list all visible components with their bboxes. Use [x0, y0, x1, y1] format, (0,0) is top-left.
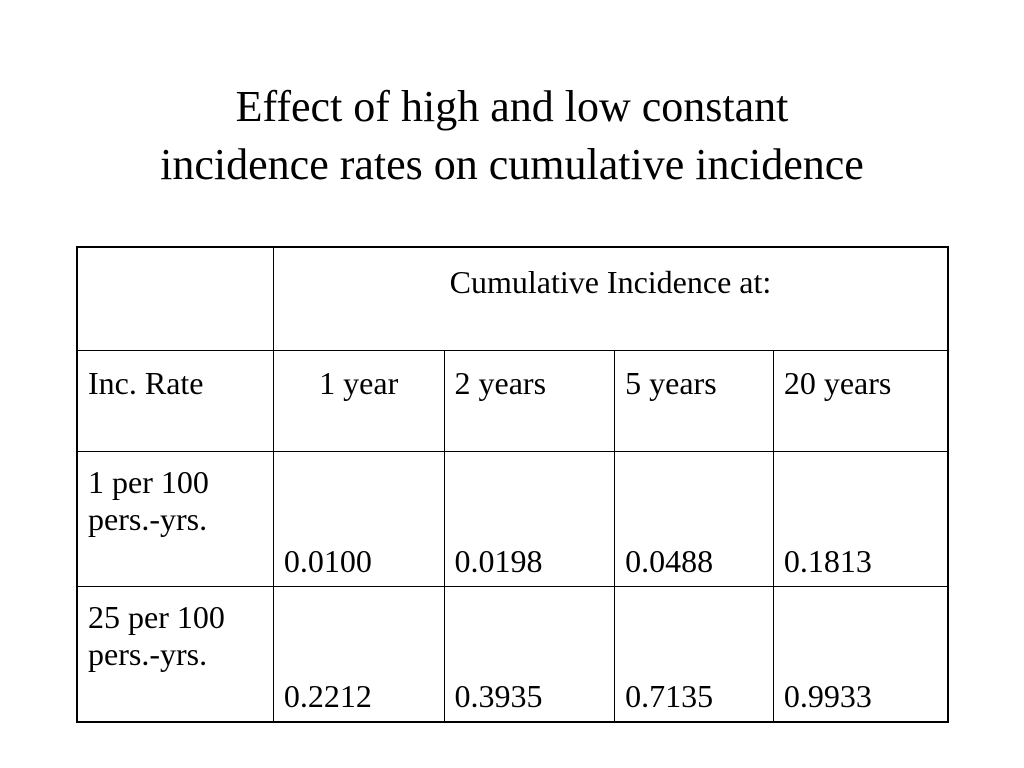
value-cell: 0.0198: [443, 451, 616, 587]
value-cell: 0.3935: [443, 586, 616, 723]
value-cell: 0.0488: [614, 451, 774, 587]
rate-line-2: pers.-yrs.: [88, 636, 208, 672]
column-header-1-year: 1 year: [272, 350, 445, 452]
rate-cell: 1 per 100 pers.-yrs.: [76, 451, 274, 587]
rate-line-1: 25 per 100: [88, 599, 225, 635]
value-cell: 0.0100: [272, 451, 445, 587]
value-cell: 0.7135: [614, 586, 774, 723]
value-cell: 0.9933: [772, 586, 949, 723]
value-cell: 0.1813: [772, 451, 949, 587]
value-cell: 0.2212: [272, 586, 445, 723]
table-row: 1 per 100 pers.-yrs. 0.0100 0.0198 0.048…: [76, 451, 949, 587]
title-line-2: incidence rates on cumulative incidence: [160, 140, 864, 189]
column-header-5-years: 5 years: [614, 350, 774, 452]
column-header-20-years: 20 years: [772, 350, 949, 452]
column-header-2-years: 2 years: [443, 350, 616, 452]
table-super-header-row: Cumulative Incidence at:: [76, 246, 949, 351]
slide-title: Effect of high and low constant incidenc…: [0, 78, 1024, 194]
cumulative-incidence-table: Cumulative Incidence at: Inc. Rate 1 yea…: [76, 246, 949, 723]
rate-cell: 25 per 100 pers.-yrs.: [76, 586, 274, 723]
rate-line-1: 1 per 100: [88, 464, 209, 500]
title-line-1: Effect of high and low constant: [235, 82, 789, 131]
super-header-cell: Cumulative Incidence at:: [272, 246, 949, 351]
table-header-row: Inc. Rate 1 year 2 years 5 years 20 year…: [76, 350, 949, 452]
row-header-label: Inc. Rate: [76, 350, 274, 452]
empty-corner-cell: [76, 246, 274, 351]
rate-line-2: pers.-yrs.: [88, 501, 208, 537]
table-row: 25 per 100 pers.-yrs. 0.2212 0.3935 0.71…: [76, 586, 949, 723]
